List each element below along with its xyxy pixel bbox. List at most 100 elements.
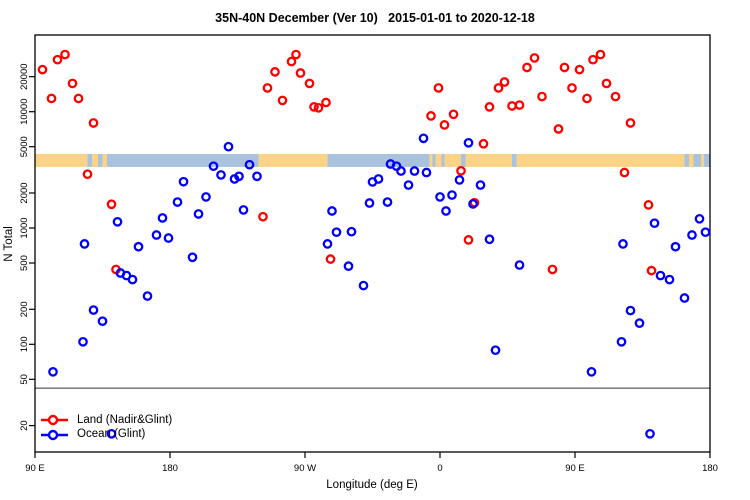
land-data-point [493, 83, 504, 93]
ocean-data-point [403, 180, 414, 190]
land-data-point [522, 62, 532, 73]
ocean-data-point [421, 167, 432, 178]
map-strip-land-segment [444, 153, 461, 167]
land-data-point [646, 265, 657, 276]
land-data-point [106, 199, 117, 210]
map-strip-ocean-segment [684, 153, 689, 167]
land-data-point [582, 93, 592, 104]
y-tick-label: 500 [19, 255, 30, 271]
map-strip-land-segment [102, 153, 107, 167]
x-axis-label: Longitude (deg E) [326, 479, 418, 491]
legend-row-ocean: Ocean (Glint) [40, 428, 172, 443]
ocean-data-point [78, 336, 88, 347]
land-data-point [610, 91, 621, 102]
map-strip-ocean-segment [693, 153, 701, 167]
land-data-point [448, 109, 459, 120]
ocean-data-point [664, 274, 675, 285]
ocean-data-point [687, 230, 697, 240]
y-tick-label: 200 [19, 301, 30, 317]
ocean-data-point [142, 291, 153, 301]
map-strip-land-segment [435, 153, 442, 167]
ocean-data-point [79, 239, 90, 249]
ocean-data-point [343, 261, 354, 271]
ocean-data-point [244, 159, 255, 170]
ocean-data-point [649, 218, 660, 229]
y-tick-label: 10000 [19, 98, 30, 124]
land-data-point [304, 78, 315, 89]
ocean-data-point [133, 241, 144, 252]
map-strip-land-segment [689, 153, 694, 167]
map-strip-ocean-segment [441, 153, 445, 167]
y-tick-label: 5000 [19, 136, 30, 157]
land-data-point [52, 54, 63, 65]
land-data-point [262, 83, 273, 93]
ocean-data-point [234, 171, 244, 182]
land-data-point [601, 78, 612, 89]
ocean-data-point [435, 192, 445, 202]
land-data-point [433, 83, 444, 93]
ocean-data-point [694, 213, 705, 224]
land-data-point [426, 111, 436, 121]
x-tick-label: 90 E [565, 463, 585, 474]
legend-label-ocean: Ocean (Glint) [77, 428, 146, 441]
ocean-data-point [514, 260, 525, 270]
ocean-data-point [151, 230, 162, 240]
map-strip-ocean-segment [107, 153, 259, 167]
ocean-data-point [216, 170, 226, 180]
ocean-data-point [48, 366, 58, 377]
ocean-data-point [193, 209, 204, 219]
ocean-data-point [346, 226, 357, 237]
land-data-point [553, 124, 564, 134]
ocean-data-point [382, 197, 393, 207]
land-data-point [643, 200, 654, 210]
land-data-point [463, 235, 474, 245]
land-data-point [439, 120, 450, 130]
ocean-data-point [655, 270, 666, 281]
land-data-point [574, 64, 585, 75]
y-axis-label: N Total [3, 226, 15, 262]
map-strip-land-segment [701, 153, 704, 167]
map-strip-ocean-segment [98, 153, 103, 167]
x-tick-label: 180 [702, 463, 718, 474]
ocean-data-point [358, 280, 369, 291]
land-data-point [37, 64, 48, 75]
ocean-data-point [187, 252, 198, 263]
land-data-point [619, 167, 630, 178]
land-data-point [625, 118, 636, 128]
ocean-data-point [88, 305, 99, 315]
land-data-point [484, 102, 495, 112]
ocean-data-point [112, 216, 123, 227]
map-strip-ocean-segment [704, 153, 710, 167]
map-strip-land-segment [35, 153, 88, 167]
land-data-point [514, 100, 525, 110]
land-data-point [277, 95, 288, 106]
land-data-point [309, 102, 319, 112]
x-tick-label: 90 E [25, 463, 45, 474]
x-tick-label: 0 [437, 463, 442, 474]
map-strip-land-segment [465, 153, 512, 167]
land-data-point [478, 138, 489, 149]
land-data-point [456, 166, 466, 176]
map-strip-ocean-segment [432, 153, 436, 167]
land-data-point [286, 56, 297, 67]
ocean-data-point [331, 227, 342, 238]
ocean-data-point [252, 171, 262, 182]
y-tick-label: 20000 [19, 63, 30, 89]
land-data-point [67, 78, 78, 89]
land-data-point [295, 68, 306, 78]
ocean-data-point [454, 175, 465, 185]
ocean-data-point [447, 190, 457, 200]
land-data-point [291, 49, 301, 60]
ocean-data-point [409, 166, 420, 176]
land-series-marker-icon [41, 415, 68, 426]
land-data-point [588, 54, 598, 65]
ocean-data-point [670, 241, 681, 252]
plot-frame [34, 34, 711, 453]
ocean-data-point [238, 205, 249, 215]
y-tick-label: 50 [19, 374, 30, 385]
ocean-data-point [97, 316, 108, 327]
ocean-data-point [468, 199, 478, 209]
land-data-point [82, 169, 93, 180]
land-data-point [595, 49, 606, 60]
ocean-data-point [172, 197, 183, 207]
